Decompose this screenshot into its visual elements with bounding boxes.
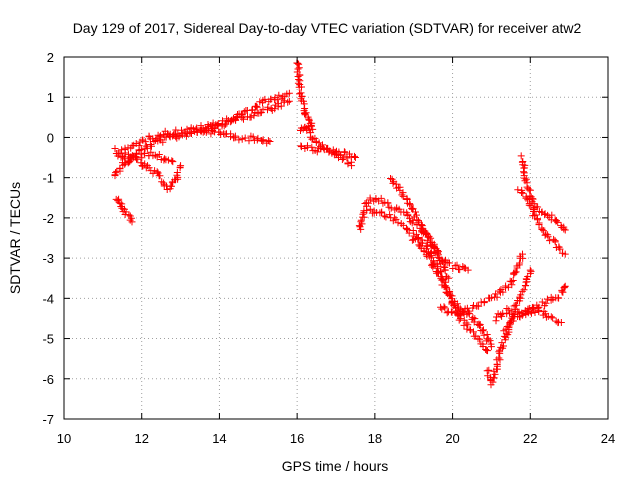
y-tick-label: -3 [42, 251, 54, 266]
series-track-2 [115, 97, 293, 158]
series-markers [121, 149, 185, 193]
series-markers [197, 125, 274, 147]
series-track-5 [121, 149, 185, 193]
series-markers [514, 186, 569, 258]
y-tick-label: 0 [47, 130, 54, 145]
x-tick-label: 12 [134, 431, 148, 446]
x-axis-ticks: 10 12 14 16 18 20 22 24 [57, 57, 615, 446]
y-tick-label: -4 [42, 291, 54, 306]
series-track-19 [514, 186, 569, 258]
x-tick-label: 22 [523, 431, 537, 446]
x-tick-label: 24 [601, 431, 615, 446]
chart-title: Day 129 of 2017, Sidereal Day-to-day VTE… [73, 20, 582, 36]
series-markers [437, 250, 527, 319]
y-axis-label: SDTVAR / TECUs [7, 182, 23, 294]
x-tick-label: 10 [57, 431, 71, 446]
series-markers [115, 97, 293, 158]
x-axis-label: GPS time / hours [282, 458, 389, 474]
series-track-15 [437, 250, 527, 319]
plot-frame [63, 56, 609, 420]
y-tick-label: -2 [42, 211, 54, 226]
grid-lines [64, 57, 608, 419]
series-markers [500, 282, 569, 335]
series-markers [112, 195, 136, 226]
y-tick-label: -7 [42, 412, 54, 427]
y-tick-label: 1 [47, 90, 54, 105]
series-track-4 [112, 195, 136, 226]
y-tick-label: 2 [47, 50, 54, 65]
y-tick-label: -6 [42, 372, 54, 387]
x-tick-label: 16 [290, 431, 304, 446]
y-tick-label: -1 [42, 171, 54, 186]
x-tick-label: 20 [445, 431, 459, 446]
y-tick-label: -5 [42, 332, 54, 347]
series-track-6 [197, 125, 274, 147]
x-tick-label: 18 [368, 431, 382, 446]
x-tick-label: 14 [212, 431, 226, 446]
series-track-9 [297, 142, 359, 162]
data-points [111, 59, 569, 389]
series-track-17 [500, 282, 569, 335]
series-markers [297, 142, 359, 162]
y-axis-ticks: 2 1 0 -1 -2 -3 -4 -5 -6 -7 [42, 50, 608, 427]
